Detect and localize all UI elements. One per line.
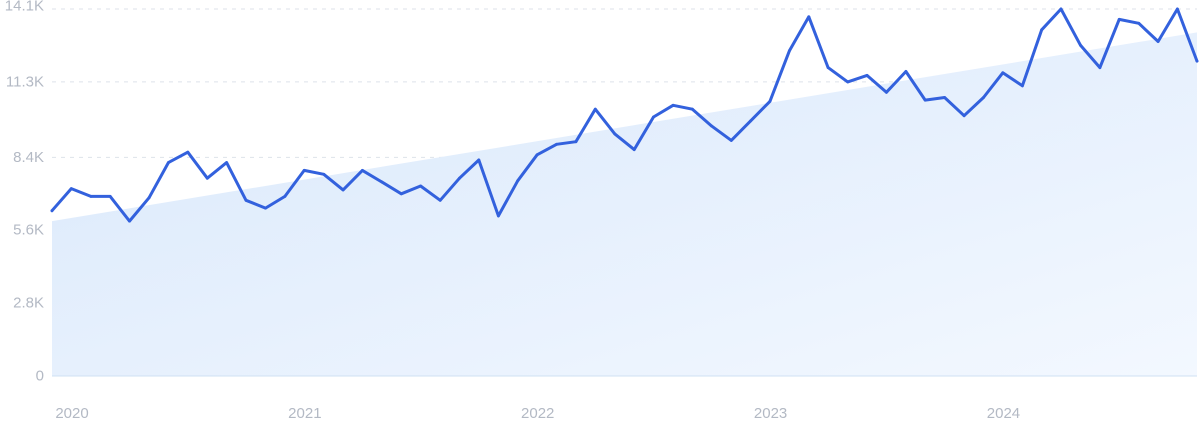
data-point xyxy=(749,119,752,123)
data-point xyxy=(69,187,73,191)
data-point xyxy=(613,132,617,136)
data-point xyxy=(962,114,966,118)
data-point xyxy=(1137,21,1141,25)
data-point xyxy=(477,158,481,162)
x-tick-label: 2023 xyxy=(754,405,787,422)
data-point xyxy=(846,80,850,84)
data-point xyxy=(768,100,772,103)
data-point xyxy=(419,184,422,188)
data-point xyxy=(302,169,306,172)
data-point xyxy=(574,140,578,144)
data-point xyxy=(671,103,675,107)
data-point xyxy=(497,214,500,218)
data-point xyxy=(361,169,364,172)
trend-area xyxy=(52,32,1197,376)
x-tick-label: 2024 xyxy=(987,405,1020,422)
y-tick-label: 8.4K xyxy=(13,149,44,166)
data-point xyxy=(380,180,384,184)
data-point xyxy=(652,115,655,119)
data-point xyxy=(788,49,791,52)
y-tick-label: 14.1K xyxy=(5,0,44,14)
data-point xyxy=(593,107,597,111)
x-tick-label: 2022 xyxy=(521,405,554,422)
x-tick-label: 2021 xyxy=(288,405,321,422)
y-tick-label: 5.6K xyxy=(13,222,44,239)
data-point xyxy=(341,188,345,192)
y-tick-label: 0 xyxy=(36,368,44,385)
data-point xyxy=(322,172,326,176)
data-point xyxy=(1176,7,1179,11)
x-axis-tick-labels: 2020 2021 2022 2023 2024 xyxy=(55,405,1020,422)
data-point xyxy=(943,96,946,99)
y-tick-label: 11.3K xyxy=(6,73,44,90)
data-point xyxy=(225,161,229,165)
data-point xyxy=(1098,66,1102,69)
data-point xyxy=(205,176,209,180)
data-point xyxy=(826,66,830,69)
data-point xyxy=(186,150,190,154)
data-point xyxy=(458,176,461,180)
data-point xyxy=(691,107,694,111)
data-point xyxy=(904,70,908,73)
y-axis-tick-labels: 0 2.8K 5.6K 8.4K 11.3K 14.1K xyxy=(5,0,44,385)
data-point xyxy=(807,15,811,19)
data-point xyxy=(1079,44,1082,47)
data-point xyxy=(1195,59,1199,63)
data-point xyxy=(283,195,287,198)
data-point xyxy=(244,198,248,202)
data-point xyxy=(1001,71,1005,75)
data-point xyxy=(264,206,267,210)
data-point xyxy=(128,219,131,223)
data-point xyxy=(108,195,112,198)
data-point xyxy=(1021,84,1024,88)
data-points xyxy=(50,7,1199,223)
data-point xyxy=(865,74,869,77)
data-point xyxy=(516,179,520,183)
data-point xyxy=(438,198,442,202)
y-tick-label: 2.8K xyxy=(13,295,44,312)
data-point xyxy=(399,192,403,196)
data-point xyxy=(710,124,714,128)
data-point xyxy=(147,196,151,200)
data-point xyxy=(167,161,170,165)
data-point xyxy=(1156,40,1160,43)
data-point xyxy=(885,90,888,94)
data-point xyxy=(1117,18,1121,21)
data-point xyxy=(1040,28,1044,32)
data-point xyxy=(1059,7,1063,11)
data-point xyxy=(535,153,539,157)
data-point xyxy=(632,148,636,152)
x-tick-label: 2020 xyxy=(55,405,88,422)
data-point xyxy=(982,96,985,99)
data-point xyxy=(729,139,733,142)
data-point xyxy=(89,195,93,198)
series-line xyxy=(50,7,1199,223)
data-point xyxy=(923,98,927,102)
data-point xyxy=(555,142,558,146)
data-point xyxy=(50,209,54,213)
